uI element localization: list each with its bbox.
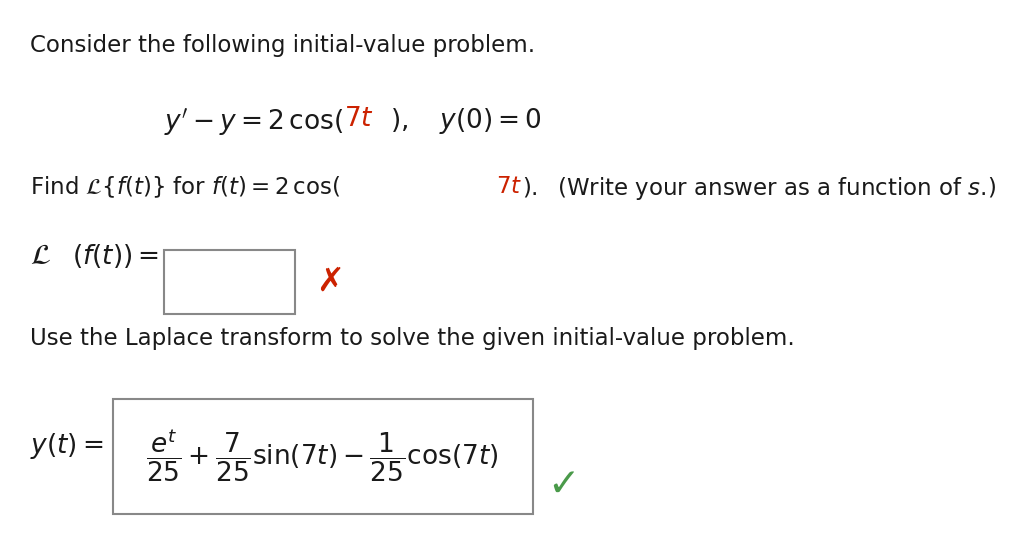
Bar	[112, 399, 532, 514]
Text: Consider the following initial-value problem.: Consider the following initial-value pro…	[30, 34, 535, 56]
Text: ✓: ✓	[547, 466, 579, 504]
Text: $).$  (Write your answer as a function of $s$.): $).$ (Write your answer as a function of…	[522, 175, 995, 202]
Bar	[164, 250, 295, 314]
Text: $(f(t)) =$: $(f(t)) =$	[72, 242, 159, 270]
Text: $7t$: $7t$	[343, 106, 373, 132]
Text: $y(t) =$: $y(t) =$	[30, 431, 103, 461]
Text: $y' - y = 2\,\mathrm{cos}($: $y' - y = 2\,\mathrm{cos}($	[165, 106, 343, 138]
Text: Use the Laplace transform to solve the given initial-value problem.: Use the Laplace transform to solve the g…	[30, 327, 794, 350]
Text: $\mathcal{L}$: $\mathcal{L}$	[30, 242, 51, 270]
Text: $),\quad y(0) = 0$: $),\quad y(0) = 0$	[390, 106, 542, 136]
Text: ✗: ✗	[317, 265, 344, 298]
Text: $7t$: $7t$	[497, 175, 522, 198]
Text: Find $\mathcal{L}\{f(t)\}$ for $f(t) = 2\,\mathrm{cos}($: Find $\mathcal{L}\{f(t)\}$ for $f(t) = 2…	[30, 175, 340, 201]
Text: $\dfrac{e^t}{25} + \dfrac{7}{25}\sin(7t) - \dfrac{1}{25}\cos(7t)$: $\dfrac{e^t}{25} + \dfrac{7}{25}\sin(7t)…	[146, 428, 499, 485]
